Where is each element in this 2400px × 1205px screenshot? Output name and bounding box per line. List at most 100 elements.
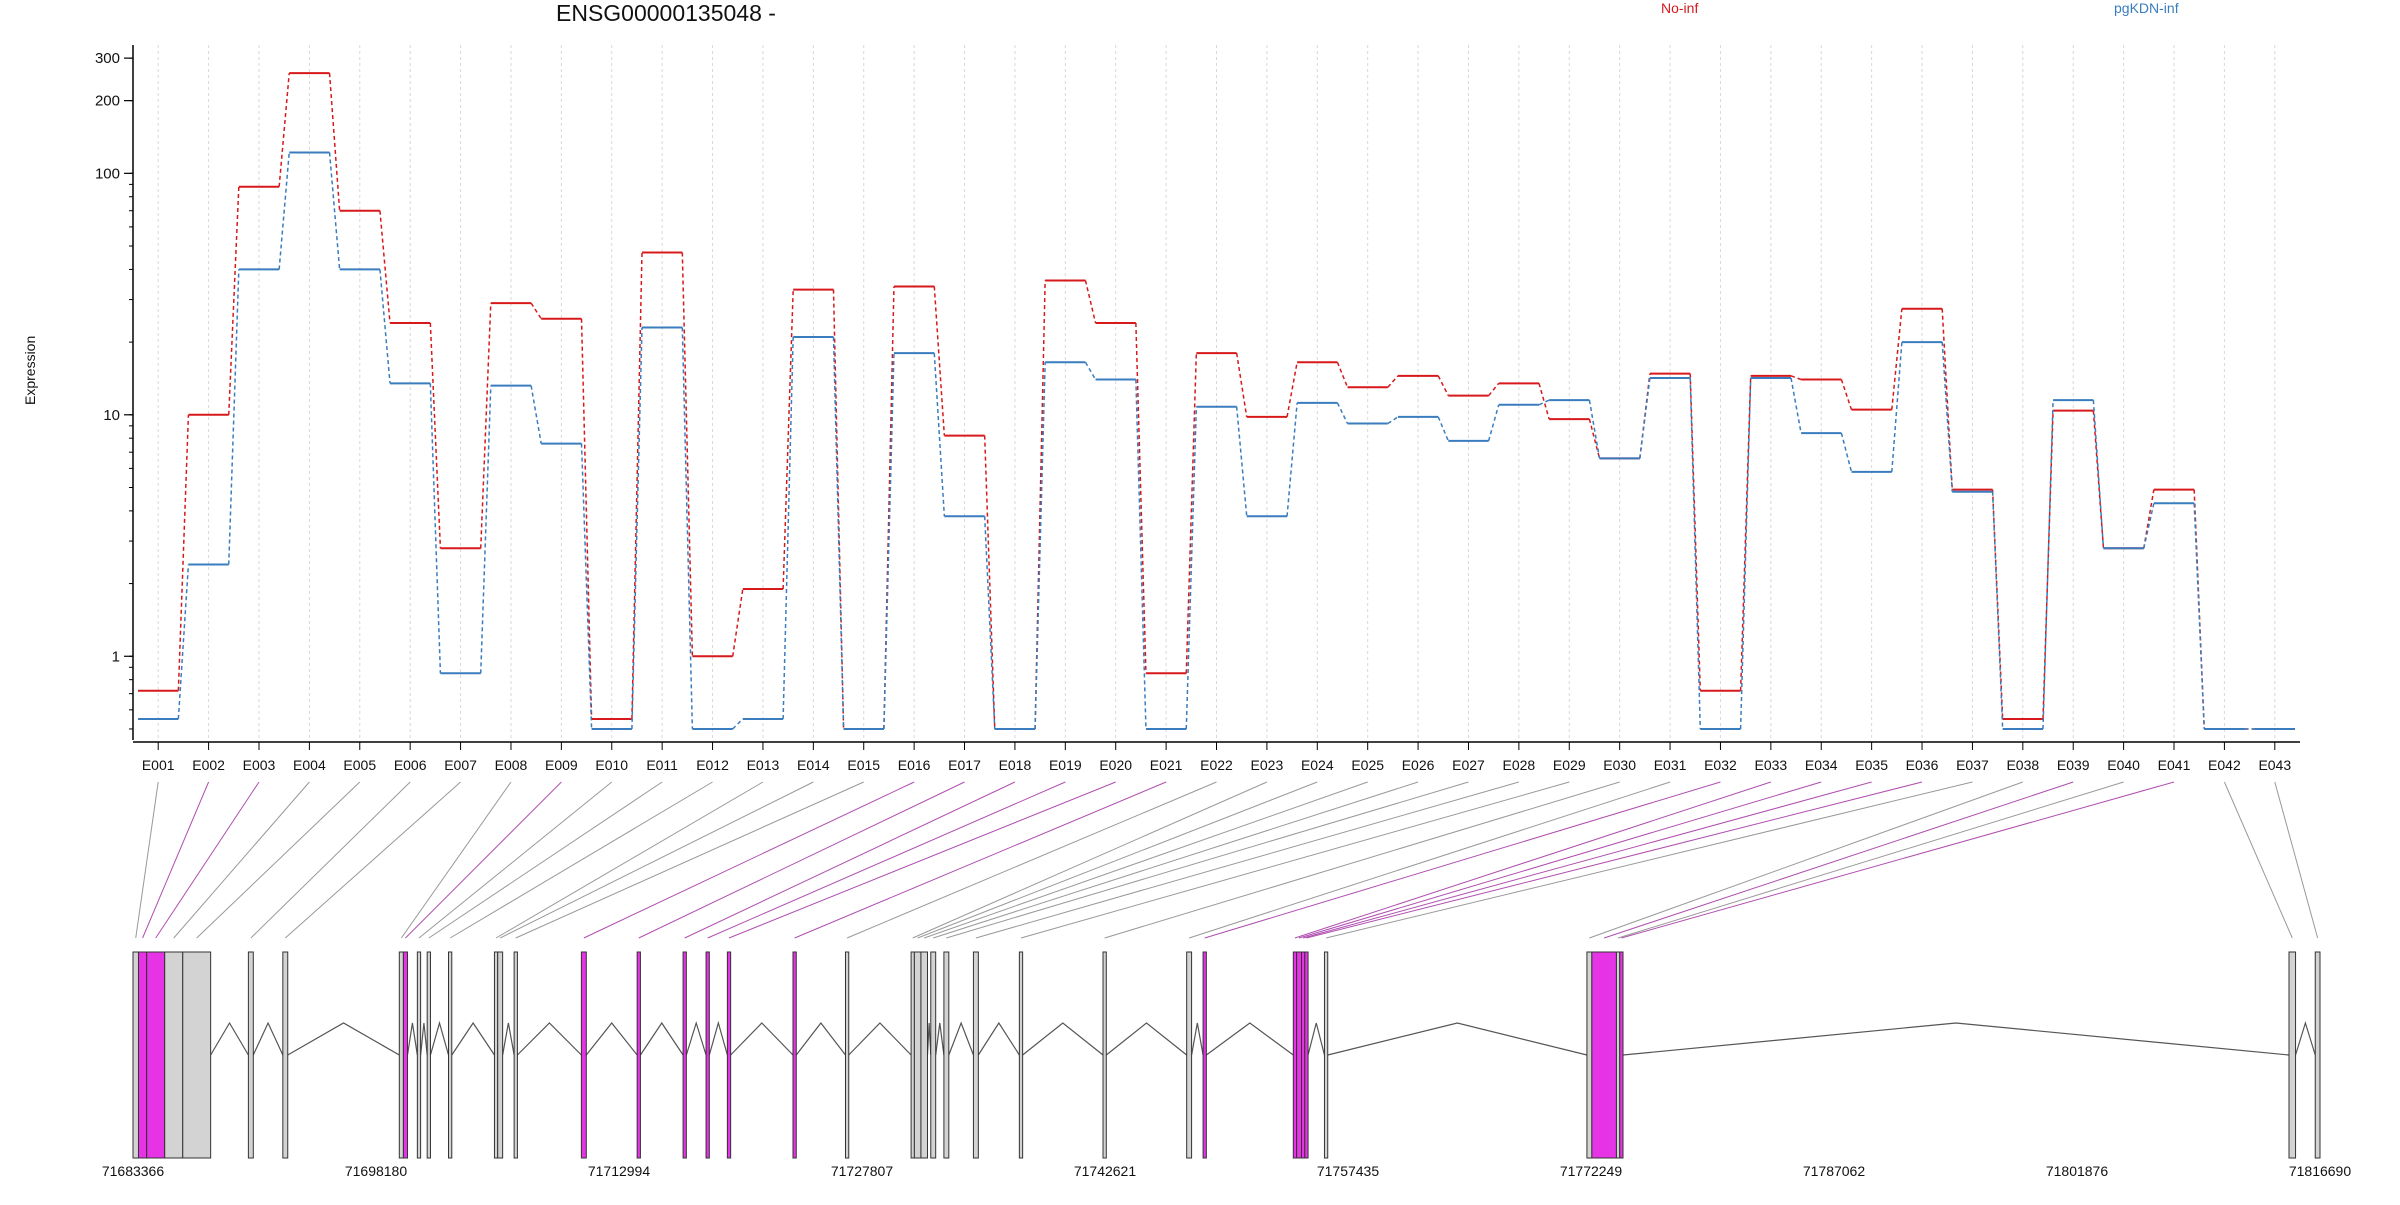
x-tick-label-e027: E027 bbox=[1452, 757, 1485, 773]
step-connector bbox=[1488, 382, 1500, 397]
intron bbox=[1307, 1022, 1326, 1056]
x-tick-label-e011: E011 bbox=[646, 757, 678, 773]
step-connector bbox=[429, 383, 442, 674]
intron bbox=[502, 1022, 515, 1056]
exon-block-e022 bbox=[844, 951, 850, 1159]
exon-block-e005 bbox=[182, 951, 212, 1159]
exon-block-e028 bbox=[972, 951, 979, 1159]
x-tick-label-e036: E036 bbox=[1906, 757, 1939, 773]
step-connector bbox=[2092, 410, 2105, 549]
connector-e043 bbox=[2274, 781, 2319, 939]
connector-e017 bbox=[638, 781, 965, 939]
exon-connectors bbox=[135, 781, 2319, 939]
intron bbox=[1327, 1022, 1588, 1056]
step-connector bbox=[2092, 400, 2105, 549]
step-connector bbox=[1185, 406, 1198, 729]
x-tick-label-e037: E037 bbox=[1956, 757, 1989, 773]
y-tick-label: 100 bbox=[95, 165, 120, 182]
connector-e022 bbox=[846, 781, 1217, 939]
connector-e041 bbox=[1621, 781, 2175, 939]
exon-block-e016 bbox=[580, 951, 587, 1159]
step-connector bbox=[782, 336, 794, 719]
intron bbox=[1622, 1022, 2290, 1056]
gridlines bbox=[157, 45, 2276, 740]
connector-e018 bbox=[684, 781, 1016, 939]
step-connector bbox=[1286, 362, 1298, 418]
exon-block-e003 bbox=[146, 951, 166, 1159]
step-connector bbox=[2143, 503, 2155, 549]
step-connector bbox=[580, 443, 593, 729]
x-tick-label-e001: E001 bbox=[142, 757, 175, 773]
exon-block-e029 bbox=[1018, 951, 1024, 1159]
connector-e024 bbox=[917, 781, 1318, 939]
connector-e025 bbox=[924, 781, 1368, 939]
intron bbox=[977, 1021, 1020, 1056]
step-connector bbox=[1639, 377, 1651, 459]
x-tick-label-e007: E007 bbox=[444, 757, 477, 773]
step-connector bbox=[1588, 400, 1601, 459]
step-connector bbox=[1941, 308, 1954, 490]
series-lines bbox=[138, 72, 2295, 730]
connector-e037 bbox=[1325, 781, 1973, 939]
step-connector bbox=[832, 289, 845, 729]
connector-e014 bbox=[499, 781, 814, 939]
connector-e031 bbox=[1188, 781, 1671, 939]
x-tick-label-e025: E025 bbox=[1351, 757, 1384, 773]
x-tick-label-e017: E017 bbox=[948, 757, 981, 773]
connector-e001 bbox=[135, 781, 159, 939]
connector-e005 bbox=[196, 781, 361, 939]
exon-block-e026 bbox=[930, 951, 937, 1159]
x-tick-label-e042: E042 bbox=[2208, 757, 2241, 773]
x-tick-label-e028: E028 bbox=[1503, 757, 1536, 773]
intron bbox=[848, 1022, 912, 1056]
step-connector bbox=[1840, 432, 1853, 473]
y-tick-label: 1 bbox=[112, 648, 120, 665]
x-tick-label-e024: E024 bbox=[1301, 757, 1334, 773]
step-connector bbox=[328, 73, 341, 211]
coordinate-label: 71742621 bbox=[1074, 1163, 1137, 1179]
intron bbox=[451, 1021, 495, 1056]
intron bbox=[1206, 1022, 1294, 1056]
connector-e026 bbox=[933, 781, 1419, 939]
step-connector bbox=[1891, 342, 1903, 472]
x-tick-label-e004: E004 bbox=[293, 757, 326, 773]
connector-e002 bbox=[142, 781, 210, 939]
step-connector bbox=[1336, 362, 1349, 388]
step-connector bbox=[1084, 361, 1097, 380]
step-connector bbox=[1084, 280, 1097, 324]
step-connector bbox=[1790, 375, 1802, 381]
coordinate-label: 71727807 bbox=[831, 1163, 894, 1179]
exon-block-e001 bbox=[132, 951, 139, 1159]
step-connector bbox=[933, 353, 946, 517]
step-connector bbox=[1235, 353, 1248, 418]
step-connector bbox=[1840, 379, 1853, 410]
x-tick-label-e029: E029 bbox=[1553, 757, 1586, 773]
intron bbox=[1105, 1022, 1188, 1056]
exon-block-e032 bbox=[1202, 951, 1207, 1159]
y-axis-label: Expression bbox=[22, 335, 38, 405]
connector-e032 bbox=[1204, 781, 1721, 939]
x-tick-label-e030: E030 bbox=[1603, 757, 1636, 773]
exon-block-e039 bbox=[1591, 951, 1617, 1159]
connector-e016 bbox=[583, 781, 915, 939]
coordinate-label: 71683366 bbox=[102, 1163, 165, 1179]
exon-block-e011 bbox=[426, 951, 431, 1159]
step-connector bbox=[1185, 353, 1198, 674]
step-connector bbox=[681, 252, 694, 657]
intron bbox=[708, 1020, 728, 1056]
connector-e020 bbox=[728, 781, 1116, 939]
x-tick-label-e009: E009 bbox=[545, 757, 578, 773]
step-connector bbox=[2042, 400, 2054, 729]
x-tick-label-e016: E016 bbox=[898, 757, 931, 773]
connector-e006 bbox=[250, 781, 411, 939]
exon-block-e002 bbox=[137, 951, 148, 1159]
step-connector bbox=[1739, 378, 1752, 729]
step-connector bbox=[479, 303, 492, 549]
exon-block-e014 bbox=[497, 951, 504, 1159]
step-connector bbox=[681, 327, 694, 729]
step-connector bbox=[379, 210, 391, 324]
intron bbox=[585, 1022, 638, 1056]
connector-e013 bbox=[495, 781, 764, 939]
exon-block-e008 bbox=[398, 951, 404, 1159]
